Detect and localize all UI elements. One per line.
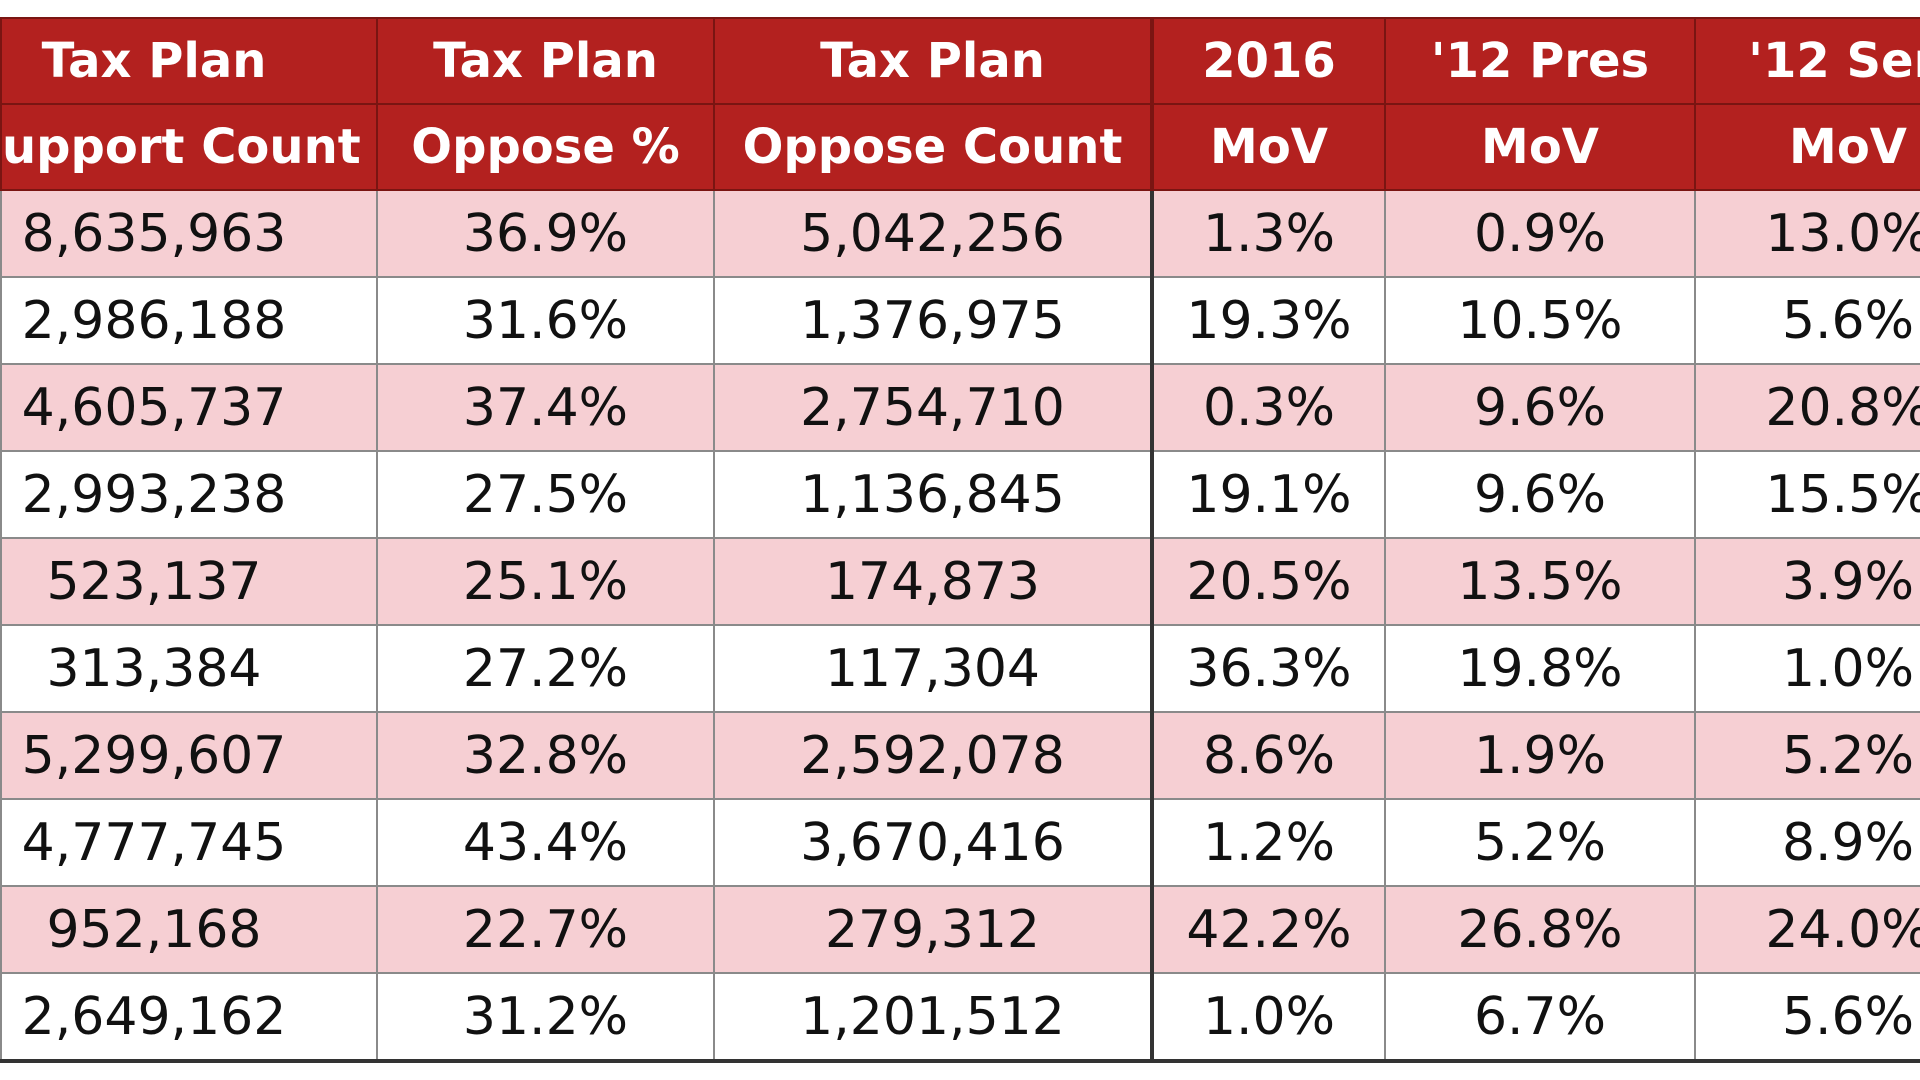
data-cell: 27.2% [376, 624, 715, 713]
data-cell: 9.6% [1384, 450, 1696, 539]
data-table: Tax Plan Tax Plan Tax Plan 2016'12 Pres '12 … [0, 17, 1920, 1063]
data-cell: 4,605,737 [0, 363, 378, 452]
header-cell: Tax Plan [0, 17, 378, 105]
data-cell: 15.5% [1694, 450, 1920, 539]
data-cell: 117,304 [713, 624, 1154, 713]
data-cell: 4,777,745 [0, 798, 378, 887]
header-cell: upport Count [0, 103, 378, 191]
data-cell: 25.1% [376, 537, 715, 626]
data-cell: 313,384 [0, 624, 378, 713]
data-cell: 2,649,162 [0, 972, 378, 1063]
table-container: Tax Plan Tax Plan Tax Plan 2016'12 Pres '12 … [0, 17, 1920, 1067]
data-cell: 5.2% [1694, 711, 1920, 800]
data-cell: 0.3% [1151, 363, 1386, 452]
data-cell: 32.8% [376, 711, 715, 800]
data-cell: 1.9% [1384, 711, 1696, 800]
data-cell: 13.5% [1384, 537, 1696, 626]
data-cell: 20.8% [1694, 363, 1920, 452]
data-cell: 2,993,238 [0, 450, 378, 539]
data-cell: 5.2% [1384, 798, 1696, 887]
data-row: 523,137 25.1% 174,873 20.5% 13.5% 3.9% [0, 537, 1920, 626]
data-cell: 24.0% [1694, 885, 1920, 974]
data-row: 313,384 27.2% 117,304 36.3% 19.8% 1.0% [0, 624, 1920, 713]
data-cell: 2,986,188 [0, 276, 378, 365]
data-row: 5,299,607 32.8% 2,592,078 8.6% 1.9% 5.2% [0, 711, 1920, 800]
table-body: Tax Plan Tax Plan Tax Plan 2016'12 Pres '12 … [0, 17, 1920, 1063]
data-cell: 1,376,975 [713, 276, 1154, 365]
header-row: Tax Plan Tax Plan Tax Plan 2016'12 Pres '12 … [0, 17, 1920, 105]
header-cell: Tax Plan [376, 17, 715, 105]
data-cell: 5.6% [1694, 972, 1920, 1063]
header-cell: MoV [1384, 103, 1696, 191]
data-cell: 42.2% [1151, 885, 1386, 974]
data-cell: 952,168 [0, 885, 378, 974]
data-cell: 3,670,416 [713, 798, 1154, 887]
data-cell: 8.9% [1694, 798, 1920, 887]
data-cell: 19.3% [1151, 276, 1386, 365]
header-row: upport Count Oppose % Oppose Count MoV MoV Mo… [0, 103, 1920, 191]
data-cell: 1,136,845 [713, 450, 1154, 539]
data-row: 4,605,737 37.4% 2,754,710 0.3% 9.6% 20.8% [0, 363, 1920, 452]
data-cell: 20.5% [1151, 537, 1386, 626]
data-row: 2,986,188 31.6% 1,376,975 19.3% 10.5% 5.6% [0, 276, 1920, 365]
header-cell: 2016 [1151, 17, 1386, 105]
data-cell: 27.5% [376, 450, 715, 539]
data-cell: 36.3% [1151, 624, 1386, 713]
data-cell: 43.4% [376, 798, 715, 887]
data-cell: 31.6% [376, 276, 715, 365]
header-cell: '12 Pres [1384, 17, 1696, 105]
data-cell: 19.8% [1384, 624, 1696, 713]
data-cell: 1.2% [1151, 798, 1386, 887]
data-cell: 2,592,078 [713, 711, 1154, 800]
data-cell: 31.2% [376, 972, 715, 1063]
data-cell: 26.8% [1384, 885, 1696, 974]
data-cell: 2,754,710 [713, 363, 1154, 452]
data-cell: 8.6% [1151, 711, 1386, 800]
data-cell: 1.3% [1151, 189, 1386, 278]
data-cell: 9.6% [1384, 363, 1696, 452]
header-cell: Tax Plan [713, 17, 1154, 105]
data-cell: 36.9% [376, 189, 715, 278]
data-cell: 19.1% [1151, 450, 1386, 539]
data-cell: 174,873 [713, 537, 1154, 626]
header-cell: MoV [1151, 103, 1386, 191]
data-cell: 1,201,512 [713, 972, 1154, 1063]
data-cell: 1.0% [1694, 624, 1920, 713]
data-cell: 6.7% [1384, 972, 1696, 1063]
data-cell: 1.0% [1151, 972, 1386, 1063]
data-cell: 8,635,963 [0, 189, 378, 278]
data-cell: 279,312 [713, 885, 1154, 974]
data-cell: 3.9% [1694, 537, 1920, 626]
data-cell: 0.9% [1384, 189, 1696, 278]
data-cell: 5,299,607 [0, 711, 378, 800]
header-cell: '12 Sen [1694, 17, 1920, 105]
header-cell: MoV [1694, 103, 1920, 191]
data-row: 8,635,963 36.9% 5,042,256 1.3% 0.9% 13.0% [0, 189, 1920, 278]
header-cell: Oppose Count [713, 103, 1154, 191]
data-cell: 10.5% [1384, 276, 1696, 365]
data-row: 952,168 22.7% 279,312 42.2% 26.8% 24.0% [0, 885, 1920, 974]
data-cell: 5.6% [1694, 276, 1920, 365]
data-row: 2,993,238 27.5% 1,136,845 19.1% 9.6% 15.5% [0, 450, 1920, 539]
data-cell: 37.4% [376, 363, 715, 452]
data-cell: 5,042,256 [713, 189, 1154, 278]
data-cell: 22.7% [376, 885, 715, 974]
data-row: 4,777,745 43.4% 3,670,416 1.2% 5.2% 8.9% [0, 798, 1920, 887]
data-cell: 523,137 [0, 537, 378, 626]
header-cell: Oppose % [376, 103, 715, 191]
data-cell: 13.0% [1694, 189, 1920, 278]
data-row: 2,649,162 31.2% 1,201,512 1.0% 6.7% 5.6% [0, 972, 1920, 1063]
